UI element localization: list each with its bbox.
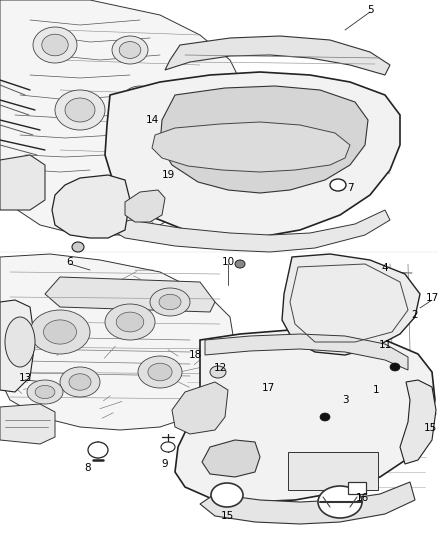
Polygon shape: [172, 382, 228, 434]
Polygon shape: [0, 300, 35, 392]
Text: 15: 15: [424, 423, 437, 433]
Ellipse shape: [5, 317, 35, 367]
Text: 6: 6: [67, 257, 73, 267]
Ellipse shape: [189, 127, 201, 137]
Text: 15: 15: [220, 511, 233, 521]
Ellipse shape: [105, 304, 155, 340]
Ellipse shape: [30, 310, 90, 354]
Polygon shape: [108, 210, 390, 252]
Ellipse shape: [65, 98, 95, 122]
Polygon shape: [0, 155, 45, 210]
Polygon shape: [205, 334, 408, 370]
Text: 9: 9: [162, 459, 168, 469]
Text: 7: 7: [347, 183, 353, 193]
Text: 3: 3: [342, 395, 348, 405]
Ellipse shape: [390, 363, 400, 371]
Ellipse shape: [161, 442, 175, 452]
Ellipse shape: [60, 367, 100, 397]
Ellipse shape: [42, 34, 68, 56]
Polygon shape: [105, 72, 400, 237]
Ellipse shape: [119, 42, 141, 59]
Ellipse shape: [129, 92, 151, 108]
Ellipse shape: [235, 260, 245, 268]
Text: 17: 17: [261, 383, 275, 393]
Polygon shape: [200, 482, 415, 524]
Text: 8: 8: [85, 463, 91, 473]
Ellipse shape: [138, 356, 182, 388]
Ellipse shape: [330, 179, 346, 191]
Ellipse shape: [150, 288, 190, 316]
Text: 11: 11: [378, 340, 392, 350]
Ellipse shape: [112, 36, 148, 64]
Polygon shape: [0, 404, 55, 444]
Polygon shape: [160, 86, 368, 193]
Ellipse shape: [55, 90, 105, 130]
Text: 10: 10: [222, 257, 235, 267]
Ellipse shape: [27, 380, 63, 404]
Text: 16: 16: [355, 493, 369, 503]
Ellipse shape: [43, 320, 77, 344]
Polygon shape: [0, 254, 235, 430]
Polygon shape: [0, 0, 245, 235]
Polygon shape: [175, 330, 435, 502]
Text: 5: 5: [367, 5, 373, 15]
Text: 19: 19: [161, 170, 175, 180]
Ellipse shape: [211, 483, 243, 507]
Ellipse shape: [35, 385, 55, 399]
Ellipse shape: [210, 366, 226, 378]
Text: 17: 17: [425, 293, 438, 303]
Bar: [348, 482, 366, 494]
Bar: [288, 452, 378, 490]
Ellipse shape: [72, 242, 84, 252]
Ellipse shape: [88, 442, 108, 458]
Text: 14: 14: [145, 115, 159, 125]
Ellipse shape: [320, 413, 330, 421]
Polygon shape: [152, 122, 350, 172]
Ellipse shape: [122, 86, 158, 114]
Text: 12: 12: [213, 363, 226, 373]
Polygon shape: [400, 380, 436, 464]
Ellipse shape: [116, 312, 144, 332]
Ellipse shape: [33, 27, 77, 63]
Text: 1: 1: [373, 385, 379, 395]
Text: 18: 18: [188, 350, 201, 360]
Ellipse shape: [318, 486, 362, 518]
Text: 13: 13: [18, 373, 32, 383]
Polygon shape: [45, 277, 215, 312]
Polygon shape: [282, 254, 420, 355]
Text: 4: 4: [381, 263, 389, 273]
Ellipse shape: [159, 294, 181, 310]
Polygon shape: [202, 440, 260, 477]
Polygon shape: [125, 190, 165, 222]
Ellipse shape: [69, 374, 91, 390]
Text: 2: 2: [412, 310, 418, 320]
Ellipse shape: [148, 363, 172, 381]
Polygon shape: [52, 175, 130, 238]
Polygon shape: [165, 36, 390, 75]
